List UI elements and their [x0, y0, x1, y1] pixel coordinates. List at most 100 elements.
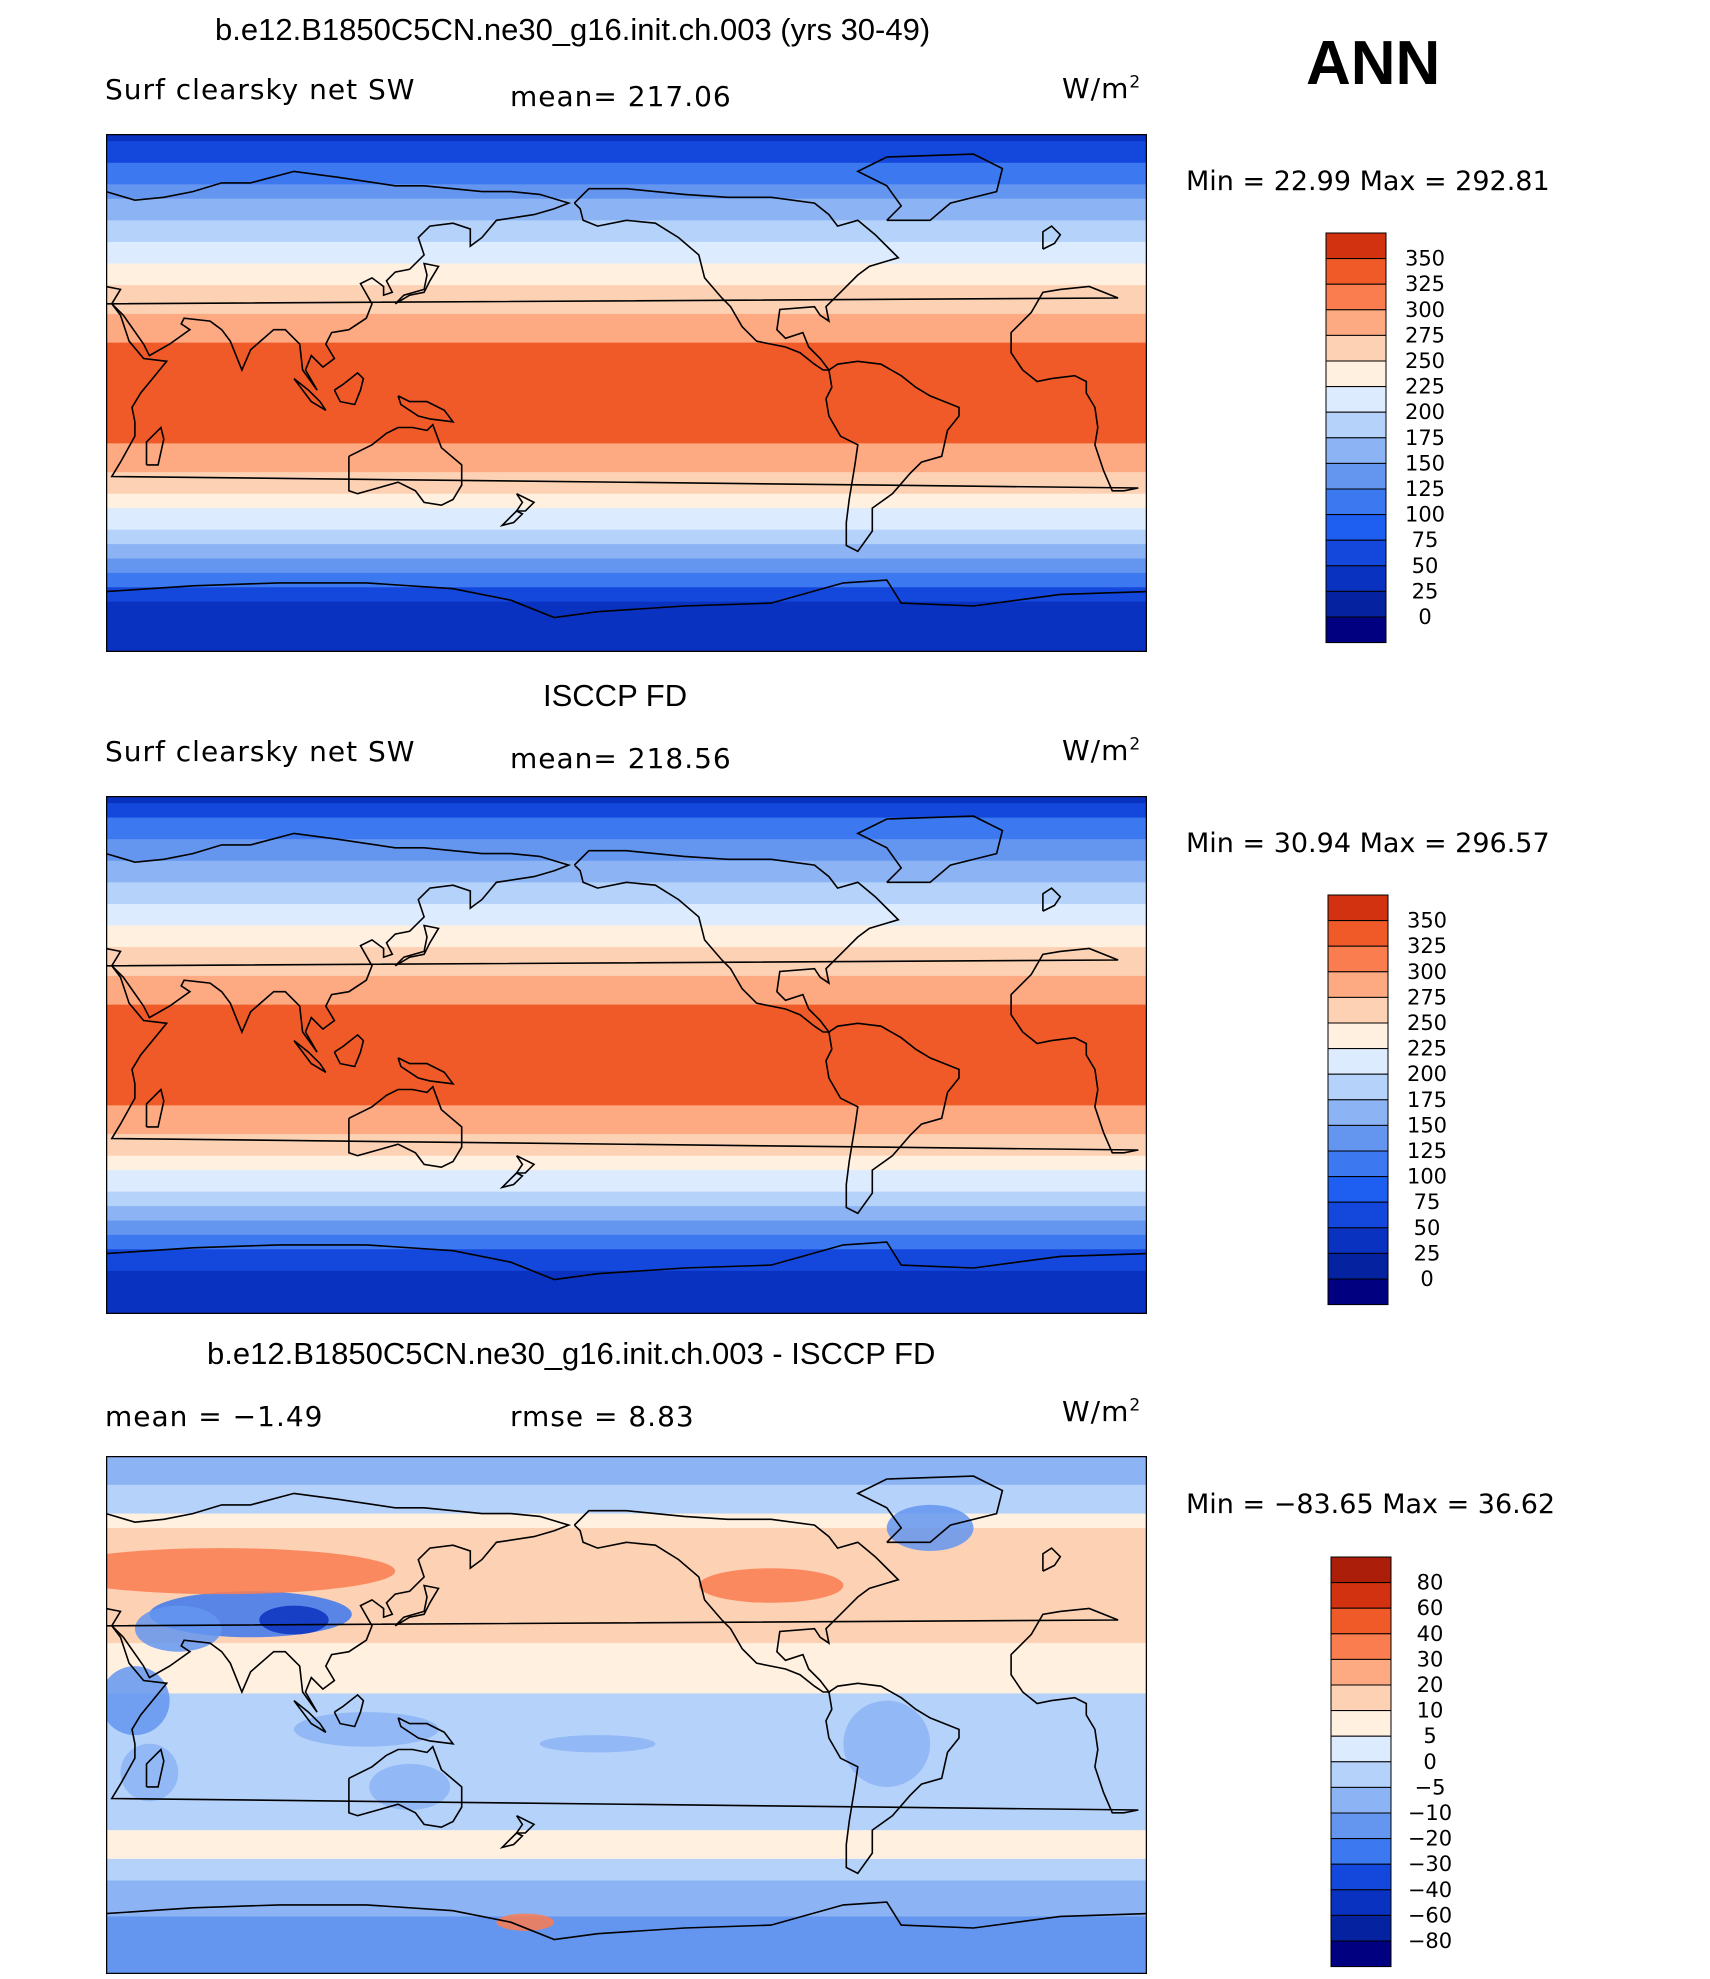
colorbar-box: [1330, 1838, 1392, 1865]
colorbar-box: [1325, 411, 1387, 439]
colorbar-box: [1325, 590, 1387, 618]
colorbar-box: [1327, 996, 1389, 1024]
colorbar-tick-label: 30: [1417, 1647, 1444, 1671]
colorbar-box: [1325, 616, 1387, 644]
colorbar-box: [1325, 232, 1387, 260]
panel-3-units: W/m2: [1062, 1395, 1142, 1428]
season-label: ANN: [1306, 29, 1441, 98]
colorbar-box: [1327, 920, 1389, 947]
colorbar-box: [1327, 1201, 1389, 1229]
colorbar-box: [1330, 1940, 1392, 1968]
colorbar-tick-label: −30: [1408, 1852, 1452, 1876]
colorbar-box: [1327, 971, 1389, 998]
colorbar-box: [1330, 1735, 1392, 1763]
colorbar-tick-label: 80: [1417, 1571, 1444, 1595]
colorbar-box: [1327, 1278, 1389, 1306]
colorbar-tick-label: 50: [1412, 554, 1439, 578]
colorbar-tick-label: 300: [1405, 298, 1445, 322]
panel-3-mean-label: mean = −1.49: [105, 1400, 324, 1433]
colorbar-tick-label: 75: [1414, 1190, 1441, 1214]
colorbar-box: [1330, 1607, 1392, 1635]
colorbar-box: [1330, 1556, 1392, 1584]
colorbar-box: [1325, 283, 1387, 311]
colorbar-tick-label: 275: [1405, 323, 1445, 347]
colorbar-box: [1330, 1914, 1392, 1942]
colorbar-box: [1327, 1252, 1389, 1280]
colorbar-box: [1327, 1099, 1389, 1126]
colorbar-box: [1330, 1863, 1392, 1891]
colorbar-tick-label: 175: [1405, 426, 1445, 450]
colorbar-box: [1330, 1761, 1392, 1788]
colorbar-tick-label: 150: [1405, 451, 1445, 475]
panel-2-map: [106, 796, 1147, 1314]
colorbar-tick-label: 125: [1405, 477, 1445, 501]
panel-1-title: b.e12.B1850C5CN.ne30_g16.init.ch.003 (yr…: [215, 12, 931, 47]
colorbar-box: [1327, 1022, 1389, 1050]
colorbar-tick-label: 275: [1407, 985, 1447, 1009]
colorbar-tick-label: 10: [1417, 1699, 1444, 1723]
colorbar-tick-label: 0: [1420, 1267, 1433, 1291]
colorbar-tick-label: 100: [1405, 503, 1445, 527]
colorbar-tick-label: 0: [1423, 1750, 1436, 1774]
colorbar-tick-label: −20: [1408, 1827, 1452, 1851]
colorbar-tick-label: 25: [1412, 579, 1439, 603]
panel-2-variable-label: Surf clearsky net SW: [105, 735, 416, 768]
colorbar-tick-label: 200: [1405, 400, 1445, 424]
colorbar-tick-label: −40: [1408, 1878, 1452, 1902]
colorbar-box: [1330, 1582, 1392, 1609]
colorbar-tick-label: −5: [1415, 1775, 1446, 1799]
colorbar-tick-label: 125: [1407, 1139, 1447, 1163]
colorbar-tick-label: 225: [1405, 375, 1445, 399]
colorbar-tick-label: 40: [1417, 1622, 1444, 1646]
colorbar-tick-label: 60: [1417, 1596, 1444, 1620]
colorbar-tick-label: 50: [1414, 1216, 1441, 1240]
colorbar-box: [1327, 894, 1389, 922]
colorbar-box: [1325, 360, 1387, 388]
colorbar-tick-label: 325: [1407, 934, 1447, 958]
colorbar-tick-label: 150: [1407, 1113, 1447, 1137]
panel-1-variable-label: Surf clearsky net SW: [105, 73, 416, 106]
colorbar-box: [1327, 1124, 1389, 1152]
panel-3-title: b.e12.B1850C5CN.ne30_g16.init.ch.003 - I…: [207, 1336, 936, 1371]
colorbar-box: [1330, 1658, 1392, 1686]
colorbar-box: [1325, 514, 1387, 541]
colorbar-box: [1325, 386, 1387, 413]
colorbar-tick-label: 250: [1407, 1011, 1447, 1035]
panel-2-title: ISCCP FD: [543, 678, 688, 713]
panel-3-rmse-label: rmse = 8.83: [510, 1400, 695, 1433]
colorbar-tick-label: 20: [1417, 1673, 1444, 1697]
colorbar-tick-label: −10: [1408, 1801, 1452, 1825]
colorbar-box: [1325, 462, 1387, 490]
panel-2-units: W/m2: [1062, 734, 1142, 767]
panel-2-minmax: Min = 30.94 Max = 296.57: [1186, 828, 1550, 859]
colorbar-tick-label: 350: [1405, 247, 1445, 271]
colorbar-box: [1327, 1227, 1389, 1254]
colorbar-box: [1327, 1176, 1389, 1203]
colorbar-box: [1327, 945, 1389, 973]
colorbar-tick-label: 250: [1405, 349, 1445, 373]
colorbar-box: [1325, 488, 1387, 516]
panel-1-minmax: Min = 22.99 Max = 292.81: [1186, 166, 1550, 197]
panel-2-mean-label: mean= 218.56: [510, 742, 732, 775]
panel-1-mean-label: mean= 217.06: [510, 80, 732, 113]
colorbar-box: [1325, 309, 1387, 336]
colorbar-tick-label: 225: [1407, 1037, 1447, 1061]
panel-3-map: [106, 1456, 1147, 1974]
colorbar-tick-label: 100: [1407, 1165, 1447, 1189]
colorbar-box: [1327, 1150, 1389, 1178]
colorbar-tick-label: −60: [1408, 1903, 1452, 1927]
colorbar-box: [1330, 1684, 1392, 1712]
colorbar-tick-label: 300: [1407, 960, 1447, 984]
colorbar-box: [1330, 1889, 1392, 1916]
panel-1-units: W/m2: [1062, 72, 1142, 105]
colorbar-box: [1325, 437, 1387, 464]
colorbar-box: [1327, 1048, 1389, 1075]
colorbar-tick-label: 25: [1414, 1241, 1441, 1265]
colorbar-box: [1330, 1710, 1392, 1737]
colorbar-tick-label: 5: [1423, 1724, 1436, 1748]
panel-1-map: [106, 134, 1147, 652]
colorbar-box: [1325, 334, 1387, 362]
